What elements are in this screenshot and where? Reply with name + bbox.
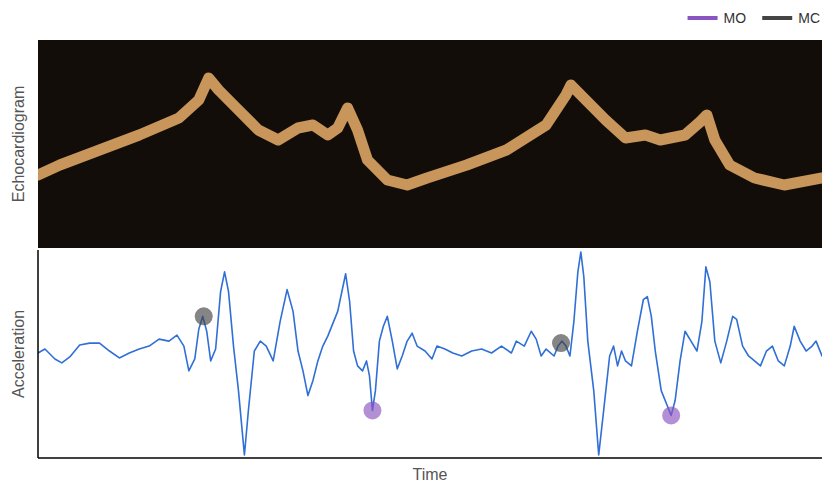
plot-area [38, 78, 822, 185]
event-marker [363, 401, 381, 419]
legend-swatch [688, 16, 718, 20]
acceleration-line [38, 252, 822, 455]
plot-area [38, 252, 822, 455]
x-axis-line [38, 457, 822, 459]
y-axis-title: Acceleration [10, 310, 27, 398]
y-axis-title: Echocardiogram [10, 86, 27, 203]
x-axis-title: Time [413, 466, 448, 483]
event-marker [195, 307, 213, 325]
echo-trace [38, 78, 822, 185]
event-marker [662, 406, 680, 424]
legend-label: MO [724, 10, 747, 26]
y-axis-line [37, 250, 39, 458]
legend-swatch [762, 16, 792, 20]
echo-background [38, 40, 822, 248]
legend-label: MC [798, 10, 820, 26]
chart-root: Echocardiogram Acceleration Time MO MC [0, 0, 828, 490]
event-marker [552, 334, 570, 352]
legend: MO MC [688, 10, 820, 26]
